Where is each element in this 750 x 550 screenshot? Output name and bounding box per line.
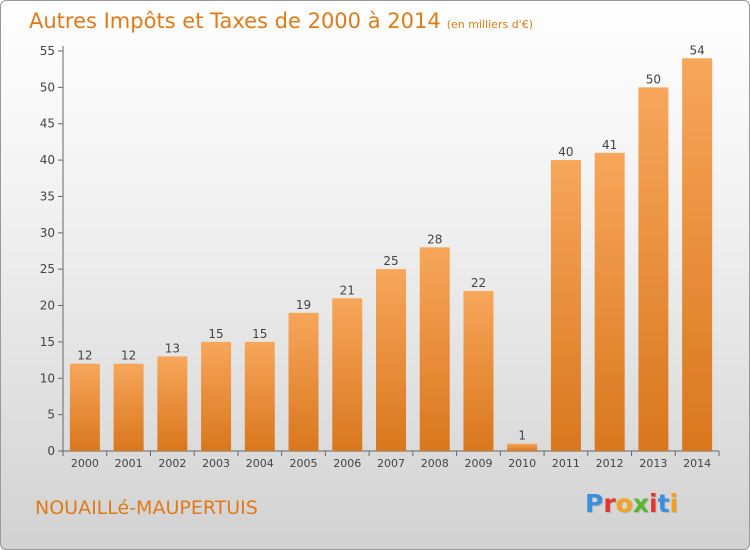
bar [594,152,625,451]
y-tick-label: 35 [40,189,55,203]
logo-letter: x [632,489,649,518]
logo-letter: r [603,489,616,518]
bar-value-label: 40 [558,145,573,159]
bar [157,356,188,451]
bar [69,363,100,451]
logo-letter: i [649,489,658,518]
x-tick-label: 2002 [158,457,186,470]
bar-value-label: 25 [383,254,398,268]
y-tick-label: 40 [40,153,55,167]
x-tick-label: 2008 [421,457,449,470]
bar-value-label: 22 [471,276,486,290]
bar [244,341,275,451]
bar [550,160,581,451]
x-tick-label: 2001 [115,457,143,470]
y-tick-label: 50 [40,80,55,94]
bar [463,291,494,451]
y-tick-label: 10 [40,371,55,385]
x-tick-label: 2004 [246,457,274,470]
commune-name: NOUAILLé-MAUPERTUIS [35,497,258,519]
bar [376,269,406,451]
y-tick-label: 5 [47,408,55,422]
logo-letter: i [669,489,679,518]
bar-value-label: 12 [121,349,136,363]
logo-letter: t [657,489,670,518]
x-tick-label: 2013 [639,457,667,470]
bar-value-label: 15 [208,327,223,341]
bar [682,58,713,451]
y-tick-label: 20 [40,299,55,313]
y-tick-label: 15 [40,335,55,349]
bar-value-label: 41 [602,138,617,152]
x-tick-label: 2007 [377,457,405,470]
x-tick-label: 2005 [290,457,318,470]
logo-letter: o [615,489,633,518]
bar-value-label: 28 [427,232,442,246]
bar-value-label: 13 [165,341,180,355]
bar [332,298,363,451]
x-tick-label: 2006 [333,457,361,470]
chart-title: Autres Impôts et Taxes de 2000 à 2014 (en… [29,9,533,33]
bar [419,247,450,451]
bar-value-label: 15 [252,327,267,341]
bar [507,443,538,451]
bar [113,363,144,451]
bar [288,312,319,451]
y-tick-label: 30 [40,226,55,240]
x-tick-label: 2011 [552,457,580,470]
bar-value-label: 1 [518,429,526,443]
bar-value-label: 19 [296,298,311,312]
chart-unit: (en milliers d'€) [446,18,533,31]
bar-value-label: 12 [77,349,92,363]
bar [201,341,232,451]
bar-value-label: 50 [646,72,661,86]
x-tick-label: 2009 [464,457,492,470]
y-tick-label: 0 [47,444,55,458]
y-tick-label: 25 [40,262,55,276]
x-tick-label: 2014 [683,457,711,470]
proxiti-logo: Proxiti [585,489,678,518]
bar [638,87,669,451]
y-tick-label: 45 [40,117,55,131]
x-tick-label: 2000 [71,457,99,470]
x-tick-label: 2012 [596,457,624,470]
logo-letter: P [585,489,604,518]
x-tick-label: 2010 [508,457,536,470]
bar-value-label: 21 [340,283,355,297]
bar-value-label: 54 [689,43,704,57]
chart-title-text: Autres Impôts et Taxes de 2000 à 2014 [29,9,441,33]
y-tick-label: 55 [40,44,55,58]
x-tick-label: 2003 [202,457,230,470]
